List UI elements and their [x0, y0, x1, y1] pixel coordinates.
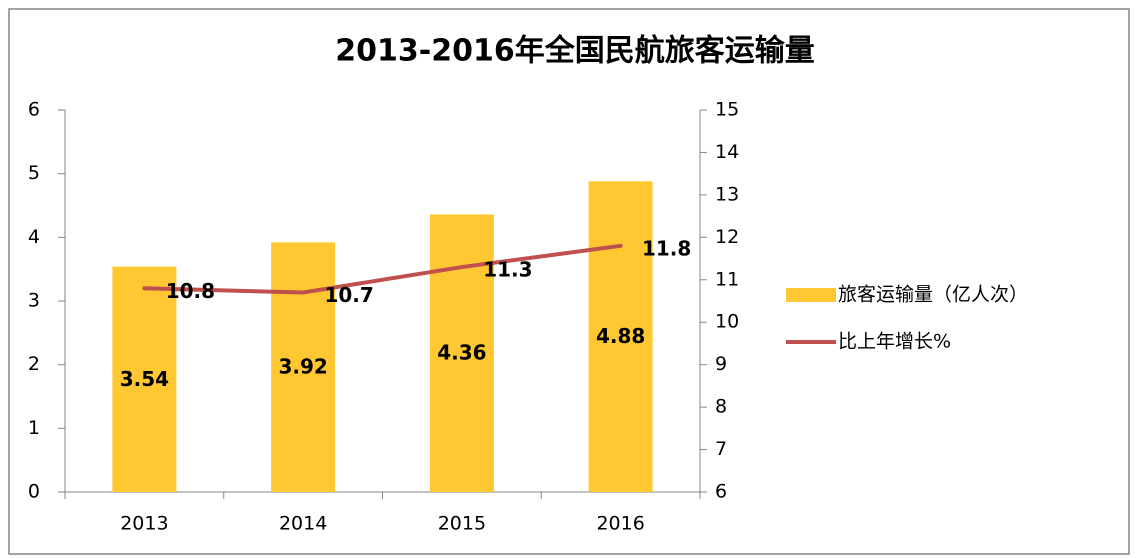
y-tick-label: 2 [28, 353, 40, 375]
bar-value-label: 4.36 [437, 341, 486, 365]
legend-swatch [786, 288, 836, 302]
y-tick-label: 1 [28, 417, 40, 439]
y2-tick-label: 12 [715, 226, 739, 248]
y2-tick-label: 14 [715, 141, 739, 163]
y2-tick-label: 7 [715, 438, 727, 460]
y2-tick-label: 8 [715, 396, 727, 418]
bar [112, 266, 177, 492]
y-tick-label: 6 [28, 99, 40, 121]
y-tick-label: 4 [28, 226, 40, 248]
y2-tick-label: 6 [715, 481, 727, 503]
legend-label: 旅客运输量（亿人次） [838, 284, 1028, 306]
y2-tick-label: 10 [715, 311, 739, 333]
y2-tick-label: 11 [715, 268, 739, 290]
y-tick-label: 5 [28, 162, 40, 184]
y-tick-label: 0 [28, 481, 40, 503]
x-tick-label: 2013 [120, 513, 168, 535]
y2-tick-label: 15 [715, 99, 739, 121]
chart-border [8, 8, 1130, 555]
x-tick-label: 2016 [596, 513, 644, 535]
bar-value-label: 3.54 [120, 367, 169, 391]
x-tick-label: 2015 [438, 513, 486, 535]
bar [588, 181, 653, 492]
bar-value-label: 4.88 [596, 324, 645, 348]
y2-tick-label: 13 [715, 183, 739, 205]
legend-label: 比上年增长% [838, 331, 951, 353]
y2-tick-label: 9 [715, 353, 727, 375]
bar-value-label: 3.92 [278, 355, 327, 379]
x-tick-label: 2014 [279, 513, 327, 535]
bar [271, 242, 336, 492]
line [142, 243, 623, 295]
chart-title: 2013-2016年全国民航旅客运输量 [335, 34, 814, 69]
line-value-label: 11.8 [642, 236, 691, 260]
line-value-label: 10.7 [324, 283, 373, 307]
line-value-label: 10.8 [166, 279, 215, 303]
line-value-label: 11.3 [483, 258, 532, 282]
bar [429, 214, 494, 492]
y-tick-label: 3 [28, 290, 40, 312]
